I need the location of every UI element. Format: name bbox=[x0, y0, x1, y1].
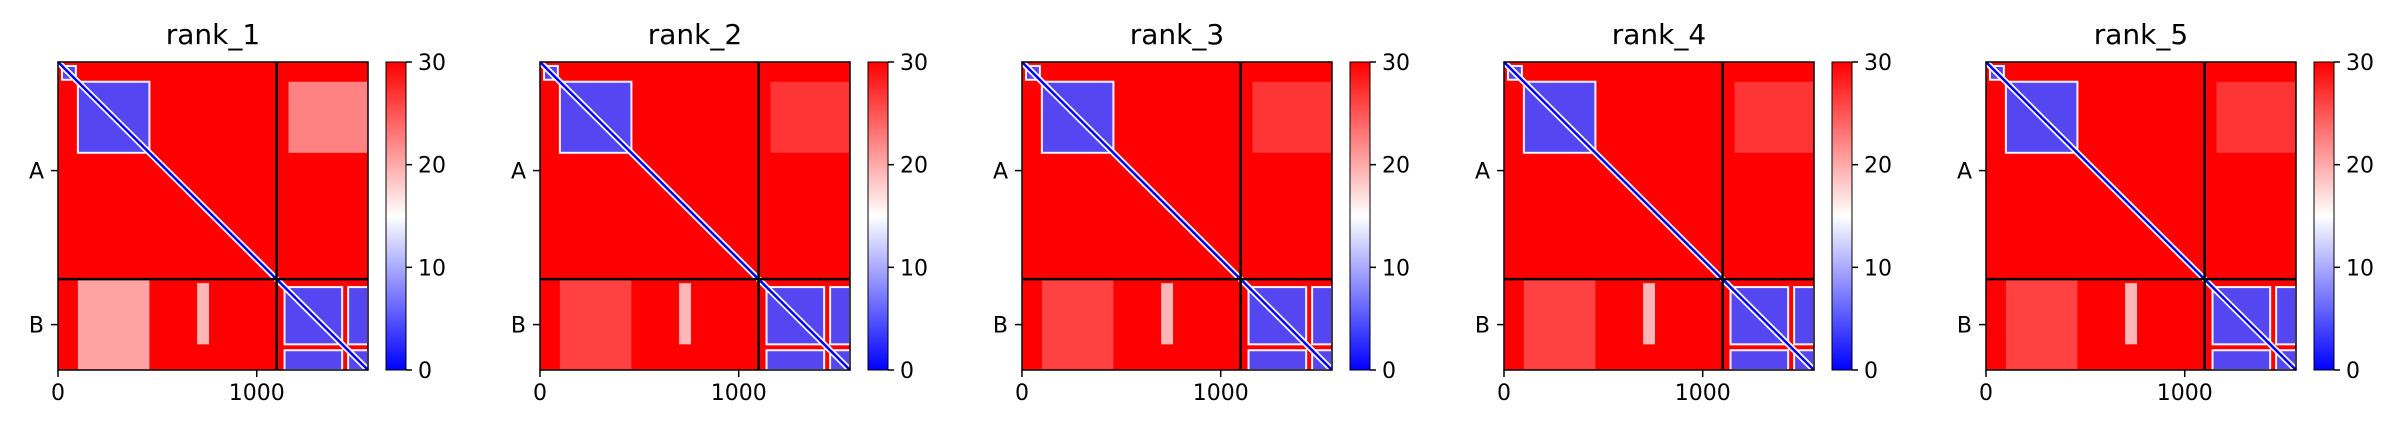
pae-panel-2: rank_2 0 1000 A B 0 10 20 30 bbox=[511, 18, 928, 406]
axes-frame bbox=[1985, 61, 2297, 371]
panel-title: rank_2 bbox=[648, 18, 742, 51]
axes-frame bbox=[539, 61, 851, 371]
colorbar-tick-label: 10 bbox=[900, 256, 928, 281]
diagonal bbox=[1021, 61, 1333, 371]
low-error-block bbox=[1311, 286, 1333, 346]
low-error-block bbox=[1247, 349, 1308, 371]
diagonal bbox=[1503, 61, 1815, 371]
x-tick-label: 0 bbox=[1497, 381, 1511, 406]
cross-chain-band bbox=[2216, 81, 2296, 153]
cross-chain-band bbox=[1252, 81, 1332, 153]
cross-chain-band bbox=[1041, 279, 1114, 370]
colorbar-tick-label: 20 bbox=[418, 154, 446, 179]
colorbar-tick-label: 20 bbox=[2346, 154, 2374, 179]
low-error-block bbox=[283, 349, 344, 371]
pae-panel-1: rank_1 0 1000 A B 0 10 20 30 bbox=[29, 18, 446, 406]
colorbar-tick-label: 0 bbox=[900, 359, 914, 384]
x-tick-label: 0 bbox=[533, 381, 547, 406]
cross-chain-band bbox=[2005, 279, 2078, 370]
cross-chain-band bbox=[770, 81, 850, 153]
colorbar-tick-label: 0 bbox=[1864, 359, 1878, 384]
cross-chain-stripe bbox=[1161, 283, 1174, 345]
chain-label: A bbox=[511, 160, 526, 185]
cross-chain-band bbox=[559, 279, 632, 370]
cross-chain-stripe bbox=[679, 283, 692, 345]
x-tick-label: 1000 bbox=[229, 381, 285, 406]
colorbar-tick-label: 10 bbox=[1864, 256, 1892, 281]
colorbar-tick-label: 30 bbox=[900, 51, 928, 76]
colorbar bbox=[385, 61, 407, 371]
x-tick-label: 1000 bbox=[1675, 381, 1731, 406]
chain-label: A bbox=[1957, 160, 1972, 185]
panel-title: rank_4 bbox=[1612, 18, 1706, 51]
low-error-block bbox=[1793, 286, 1815, 346]
cross-chain-band bbox=[1734, 81, 1814, 153]
axes-frame bbox=[1021, 61, 1333, 371]
pae-panel-4: rank_4 0 1000 A B 0 10 20 30 bbox=[1475, 18, 1892, 406]
axes-frame bbox=[57, 61, 369, 371]
diagonal bbox=[539, 61, 851, 371]
colorbar-tick-label: 20 bbox=[1864, 154, 1892, 179]
cross-chain-band bbox=[1523, 279, 1596, 370]
pae-panel-3: rank_3 0 1000 A B 0 10 20 30 bbox=[993, 18, 1410, 406]
cross-chain-stripe bbox=[1643, 283, 1656, 345]
colorbar-tick-label: 10 bbox=[418, 256, 446, 281]
panel-title: rank_5 bbox=[2094, 18, 2188, 51]
colorbar-tick-label: 0 bbox=[1382, 359, 1396, 384]
low-error-block bbox=[347, 286, 369, 346]
cross-chain-band bbox=[77, 279, 150, 370]
chain-label: A bbox=[993, 160, 1008, 185]
colorbar-tick-label: 0 bbox=[2346, 359, 2360, 384]
low-error-block bbox=[1729, 349, 1790, 371]
colorbar bbox=[1831, 61, 1853, 371]
chain-label: B bbox=[1957, 314, 1972, 339]
chain-label: A bbox=[1475, 160, 1490, 185]
x-tick-label: 1000 bbox=[2157, 381, 2213, 406]
colorbar-tick-label: 10 bbox=[1382, 256, 1410, 281]
colorbar-tick-label: 10 bbox=[2346, 256, 2374, 281]
low-error-block bbox=[2275, 286, 2297, 346]
chain-label: B bbox=[1475, 314, 1490, 339]
low-error-block bbox=[2211, 349, 2272, 371]
chain-label: B bbox=[29, 314, 44, 339]
colorbar bbox=[2313, 61, 2335, 371]
colorbar-tick-label: 30 bbox=[1382, 51, 1410, 76]
x-tick-label: 1000 bbox=[711, 381, 767, 406]
x-tick-label: 1000 bbox=[1193, 381, 1249, 406]
colorbar-tick-label: 30 bbox=[1864, 51, 1892, 76]
cross-chain-stripe bbox=[2125, 283, 2138, 345]
x-tick-label: 0 bbox=[51, 381, 65, 406]
low-error-block bbox=[829, 286, 852, 346]
colorbar-tick-label: 30 bbox=[418, 51, 446, 76]
panel-title: rank_1 bbox=[166, 18, 260, 51]
cross-chain-band bbox=[288, 81, 368, 153]
chain-label: B bbox=[993, 314, 1008, 339]
cross-chain-stripe bbox=[197, 283, 210, 345]
pae-panel-5: rank_5 0 1000 A B 0 10 20 30 bbox=[1957, 18, 2374, 406]
colorbar bbox=[867, 61, 889, 371]
colorbar bbox=[1349, 61, 1371, 371]
colorbar-tick-label: 0 bbox=[418, 359, 432, 384]
low-error-block bbox=[765, 349, 826, 371]
x-tick-label: 0 bbox=[1979, 381, 1993, 406]
colorbar-tick-label: 20 bbox=[900, 154, 928, 179]
chain-label: A bbox=[29, 160, 44, 185]
axes-frame bbox=[1503, 61, 1815, 371]
chain-label: B bbox=[511, 314, 526, 339]
x-tick-label: 0 bbox=[1015, 381, 1029, 406]
panel-title: rank_3 bbox=[1130, 18, 1224, 51]
diagonal bbox=[57, 61, 369, 371]
diagonal bbox=[1985, 61, 2297, 371]
colorbar-tick-label: 20 bbox=[1382, 154, 1410, 179]
colorbar-tick-label: 30 bbox=[2346, 51, 2374, 76]
